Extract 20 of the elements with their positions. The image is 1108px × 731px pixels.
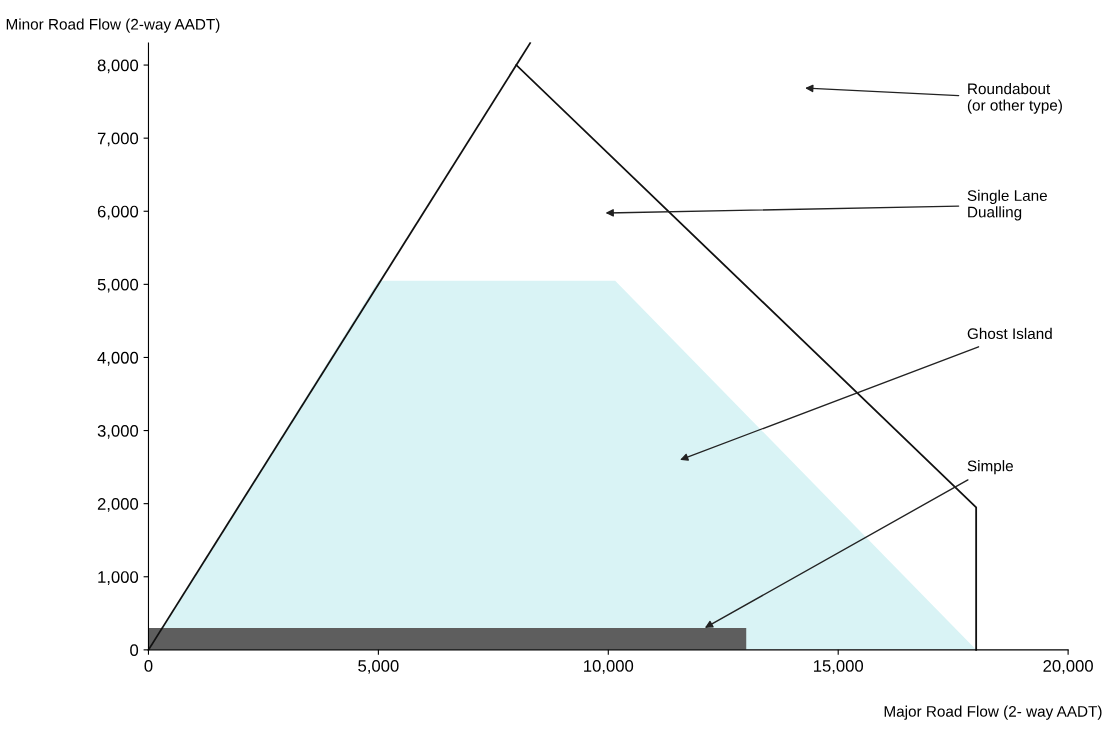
x-tick-label: 20,000 xyxy=(1043,660,1093,674)
x-tick-label: 0 xyxy=(144,660,153,672)
x-tick-label: 15,000 xyxy=(813,660,864,674)
y-tick-label: 8,000 xyxy=(97,59,139,74)
y-tick-label: 1,000 xyxy=(98,571,139,585)
y-tick-label: 7,000 xyxy=(97,132,139,147)
x-tick-label: 10,000 xyxy=(584,660,634,674)
y-tick-label: 6,000 xyxy=(97,205,139,220)
annotation: Roundabout (or other type) xyxy=(967,82,1062,114)
annotation: Single Lane Dualling xyxy=(967,189,1047,221)
annotation: Simple xyxy=(967,460,1013,475)
annotation: Ghost Island xyxy=(967,327,1052,340)
y-tick-label: 2,000 xyxy=(97,498,139,512)
y-tick-label: 5,000 xyxy=(97,278,139,293)
x-tick-label: 5,000 xyxy=(358,660,399,674)
y-tick-label: 3,000 xyxy=(97,424,139,439)
y-tick-label: 4,000 xyxy=(97,351,139,366)
y-tick-label: 0 xyxy=(130,644,139,657)
y-axis-title: Minor Road Flow (2-way AADT) xyxy=(6,18,220,33)
x-axis-title: Major Road Flow (2- way AADT) xyxy=(884,705,1102,720)
